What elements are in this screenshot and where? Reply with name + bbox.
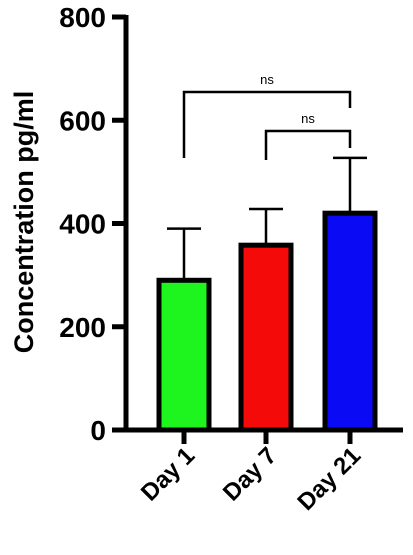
y-tick-label-400: 400 (59, 209, 106, 240)
y-tick-label-200: 200 (59, 312, 106, 343)
bars-group (156, 210, 378, 433)
error-bars-group (167, 156, 367, 281)
significance-bracket-2 (264, 129, 352, 160)
x-tick-label-day-7: Day 7 (218, 442, 282, 506)
x-tick-label-day-1: Day 1 (136, 442, 200, 506)
y-tick-label-0: 0 (90, 415, 106, 446)
y-tick-label-800: 800 (59, 2, 106, 33)
bar-day-1 (156, 277, 212, 433)
y-axis-label: Concentration pg/ml (9, 91, 39, 354)
significance-bracket-1 (182, 90, 352, 158)
significance-label-1: ns (260, 72, 274, 87)
bar-day-21 (322, 210, 378, 433)
y-tick-label-600: 600 (59, 105, 106, 136)
bar-day-7 (238, 242, 294, 433)
significance-group: ns ns (182, 72, 352, 160)
significance-label-2: ns (301, 111, 315, 126)
x-tick-label-day-21: Day 21 (292, 442, 366, 516)
